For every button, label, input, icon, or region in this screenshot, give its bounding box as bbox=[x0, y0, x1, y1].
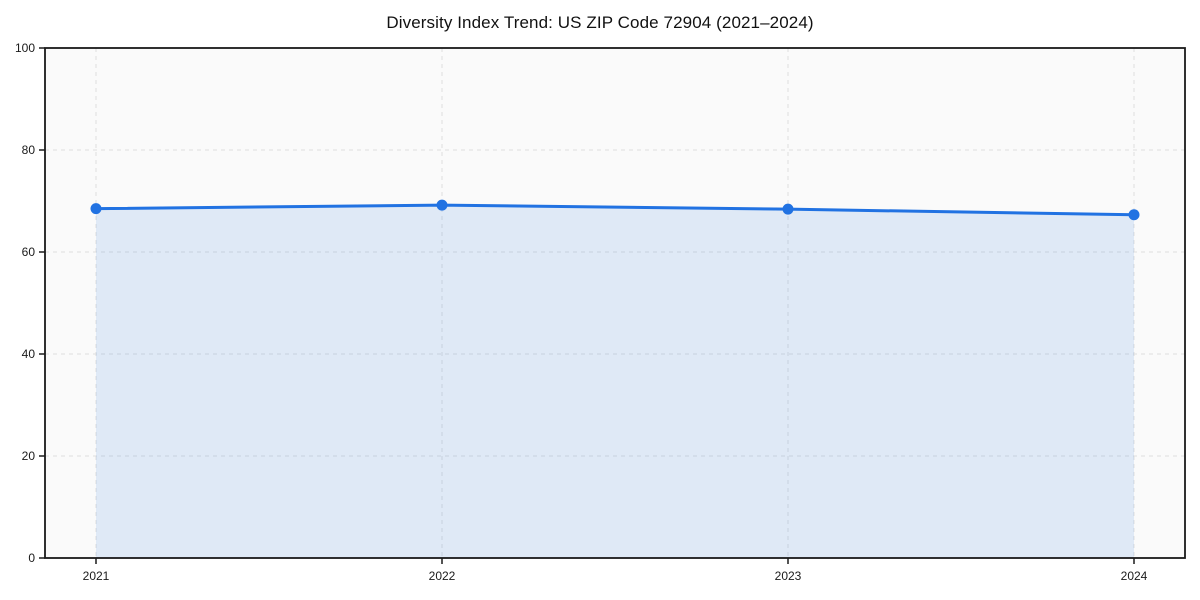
data-point-2022 bbox=[436, 199, 448, 211]
data-point-2023 bbox=[782, 203, 794, 215]
trend-line bbox=[94, 203, 1136, 217]
chart-title: Diversity Index Trend: US ZIP Code 72904… bbox=[386, 13, 814, 32]
y-axis-tick-label: 80 bbox=[22, 143, 36, 157]
y-axis-tick-label: 40 bbox=[22, 347, 36, 361]
y-axis-tick-label: 100 bbox=[15, 41, 35, 55]
y-axis-tick-label: 60 bbox=[22, 245, 36, 259]
y-axis-tick-label: 20 bbox=[22, 449, 36, 463]
x-axis-tick-label: 2022 bbox=[429, 569, 456, 583]
plot-border bbox=[44, 47, 1186, 559]
area-fill bbox=[96, 205, 1134, 558]
x-axis-tick-label: 2021 bbox=[83, 569, 110, 583]
data-point-2021 bbox=[90, 203, 102, 215]
data-point-2024 bbox=[1128, 209, 1140, 221]
y-axis-tick-label: 0 bbox=[28, 551, 35, 565]
x-axis-tick-label: 2024 bbox=[1121, 569, 1148, 583]
plot-background bbox=[45, 48, 1185, 558]
x-axis-tick-label: 2023 bbox=[775, 569, 802, 583]
